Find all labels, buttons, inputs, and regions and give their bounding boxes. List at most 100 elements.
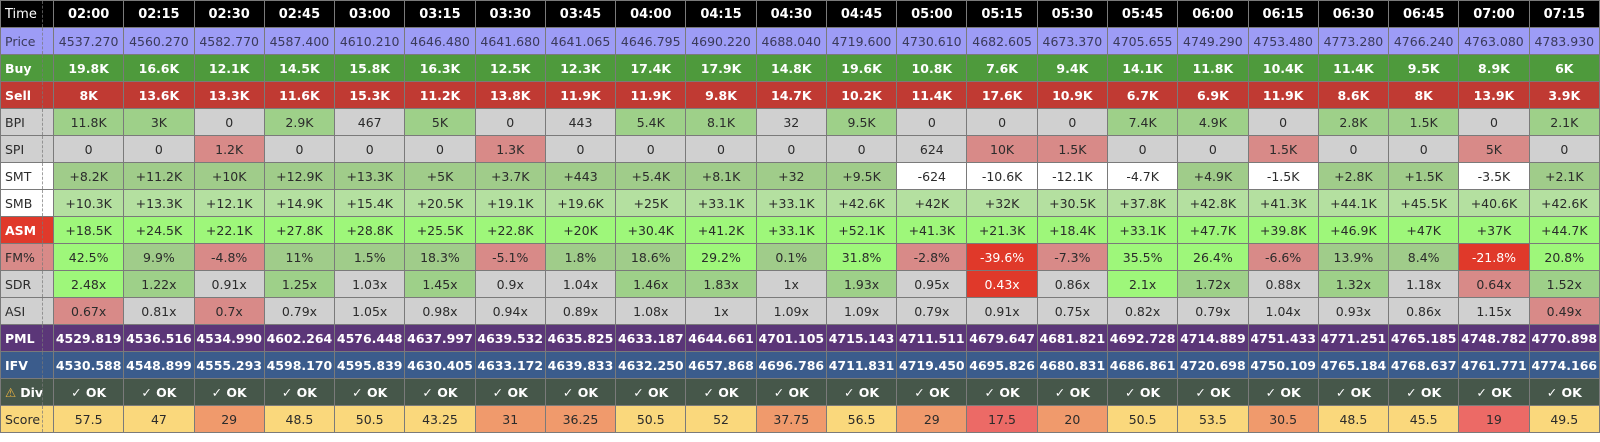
ifv-cell: 4696.786 [755, 351, 827, 379]
smb-cell: +45.5K [1388, 189, 1460, 217]
spi-cell: 10K [966, 135, 1038, 163]
sdr-row: SDR 2.48x 1.22x 0.91x 1.25x 1.03x 1.45x 0.9x 1.0… [0, 270, 1600, 298]
div-cell: ✓ OK [1528, 378, 1600, 406]
sdr-cell: 0.43x [966, 270, 1038, 298]
pml-row: PML 4529.819 4536.516 4534.990 4602.264 4576.… [0, 324, 1600, 352]
pml-cell: 4771.251 [1317, 324, 1390, 352]
asi-cell: 1.08x [615, 297, 687, 325]
pml-cell: 4748.782 [1458, 324, 1530, 352]
sell-cell: 15.3K [334, 81, 406, 109]
spi-cell: 0 [1177, 135, 1249, 163]
div-cell: ✓ OK [1458, 378, 1530, 406]
spi-cell: 0 [123, 135, 195, 163]
score-cell: 48.5 [1317, 405, 1390, 433]
asm-cell: +30.4K [615, 216, 687, 244]
fm-cell: -6.6% [1247, 243, 1319, 271]
smb-label: SMB [0, 189, 54, 217]
sell-cell: 11.9K [1247, 81, 1319, 109]
asm-cell: +37K [1458, 216, 1530, 244]
smb-cell: +42.8K [1177, 189, 1249, 217]
asm-cell: +28.8K [334, 216, 406, 244]
div-cell: ✓ OK [1317, 378, 1390, 406]
bpi-cell: 0 [896, 108, 968, 136]
sell-cell: 8.6K [1317, 81, 1390, 109]
buy-cell: 19.6K [825, 54, 898, 82]
warning-icon: ⚠ [5, 384, 17, 400]
price-cell: 4749.290 [1177, 27, 1249, 55]
price-cell: 4610.210 [334, 27, 406, 55]
sdr-cell: 1.93x [825, 270, 898, 298]
price-cell: 4730.610 [896, 27, 968, 55]
asi-cell: 0.79x [263, 297, 336, 325]
spi-cell: 1.5K [1036, 135, 1108, 163]
buy-cell: 11.8K [1177, 54, 1249, 82]
smt-cell: +8.2K [52, 162, 125, 190]
time-cell: 03:15 [404, 0, 476, 28]
smt-cell: +13.3K [334, 162, 406, 190]
sdr-cell: 1x [755, 270, 827, 298]
asi-cell: 1.15x [1458, 297, 1530, 325]
ifv-cell: 4695.826 [966, 351, 1038, 379]
smt-cell: -3.5K [1458, 162, 1530, 190]
price-cell: 4641.680 [474, 27, 546, 55]
asm-cell: +22.8K [474, 216, 546, 244]
asm-cell: +25.5K [404, 216, 476, 244]
smt-cell: +10K [193, 162, 265, 190]
asm-cell: +41.2K [685, 216, 757, 244]
pml-cell: 4534.990 [193, 324, 265, 352]
asi-cell: 1.09x [825, 297, 898, 325]
fm-cell: -7.3% [1036, 243, 1108, 271]
div-label-text: Div [20, 384, 44, 400]
sell-cell: 9.8K [685, 81, 757, 109]
price-cell: 4753.480 [1247, 27, 1319, 55]
pml-cell: 4529.819 [52, 324, 125, 352]
div-cell: ✓ OK [615, 378, 687, 406]
asm-cell: +27.8K [263, 216, 336, 244]
sell-cell: 3.9K [1528, 81, 1600, 109]
pml-cell: 4770.898 [1528, 324, 1600, 352]
score-cell: 48.5 [263, 405, 336, 433]
smb-cell: +19.6K [544, 189, 617, 217]
time-cell: 04:15 [685, 0, 757, 28]
pml-cell: 4639.532 [474, 324, 546, 352]
sell-row: Sell 8K 13.6K 13.3K 11.6K 15.3K 11.2K 13.8K 11.9… [0, 81, 1600, 109]
spi-cell: 0 [825, 135, 898, 163]
pml-cell: 4576.448 [334, 324, 406, 352]
sdr-cell: 1.22x [123, 270, 195, 298]
ifv-cell: 4595.839 [334, 351, 406, 379]
sell-cell: 13.6K [123, 81, 195, 109]
time-cell: 02:15 [123, 0, 195, 28]
ifv-cell: 4657.868 [685, 351, 757, 379]
spi-cell: 0 [685, 135, 757, 163]
smb-cell: +44.1K [1317, 189, 1390, 217]
time-row: Time 02:00 02:15 02:30 02:45 03:00 03:15 03:30 0… [0, 0, 1600, 28]
time-cell: 03:45 [544, 0, 617, 28]
sell-cell: 11.9K [615, 81, 687, 109]
div-cell: ✓ OK [263, 378, 336, 406]
price-cell: 4682.605 [966, 27, 1038, 55]
sell-cell: 6.7K [1106, 81, 1179, 109]
score-label: Score [0, 405, 54, 433]
price-cell: 4773.280 [1317, 27, 1390, 55]
time-cell: 06:15 [1247, 0, 1319, 28]
score-cell: 47 [123, 405, 195, 433]
pml-cell: 4637.997 [404, 324, 476, 352]
smt-cell: +2.1K [1528, 162, 1600, 190]
pml-cell: 4701.105 [755, 324, 827, 352]
bpi-cell: 1.5K [1388, 108, 1460, 136]
asi-cell: 0.75x [1036, 297, 1108, 325]
asm-cell: +21.3K [966, 216, 1038, 244]
ifv-cell: 4598.170 [263, 351, 336, 379]
buy-cell: 15.8K [334, 54, 406, 82]
asm-cell: +33.1K [1106, 216, 1179, 244]
sdr-cell: 1.83x [685, 270, 757, 298]
buy-cell: 14.8K [755, 54, 827, 82]
sdr-cell: 0.95x [896, 270, 968, 298]
sell-cell: 11.2K [404, 81, 476, 109]
asi-cell: 0.49x [1528, 297, 1600, 325]
bpi-cell: 443 [544, 108, 617, 136]
score-cell: 31 [474, 405, 546, 433]
smt-cell: +443 [544, 162, 617, 190]
price-cell: 4763.080 [1458, 27, 1530, 55]
smt-cell: -1.5K [1247, 162, 1319, 190]
